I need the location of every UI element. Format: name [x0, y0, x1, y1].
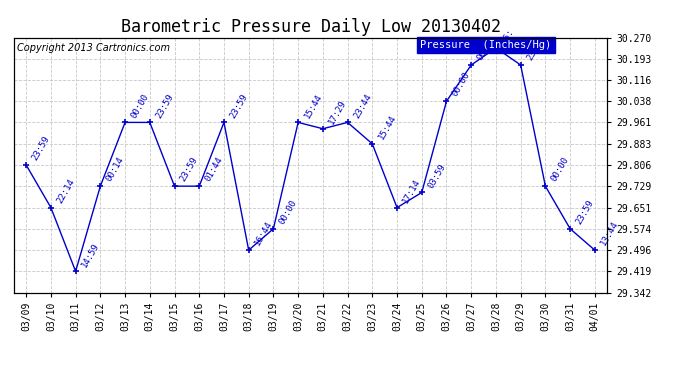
- Text: 16:: 16:: [500, 27, 516, 45]
- Text: 14:59: 14:59: [80, 241, 101, 268]
- Text: 23:59: 23:59: [525, 34, 546, 62]
- Text: 23:44: 23:44: [352, 92, 373, 120]
- Text: 23:59: 23:59: [154, 92, 175, 120]
- Text: 00:00: 00:00: [129, 92, 150, 120]
- Text: 23:59: 23:59: [228, 92, 249, 120]
- Text: 22:14: 22:14: [55, 177, 77, 205]
- Text: 00:00: 00:00: [451, 71, 472, 99]
- Text: 01:44: 01:44: [204, 156, 225, 183]
- Text: 17:29: 17:29: [327, 98, 348, 126]
- Text: 00:14: 00:14: [104, 156, 126, 183]
- Text: 17:14: 17:14: [401, 177, 422, 205]
- Text: Copyright 2013 Cartronics.com: Copyright 2013 Cartronics.com: [17, 43, 170, 52]
- Title: Barometric Pressure Daily Low 20130402: Barometric Pressure Daily Low 20130402: [121, 18, 500, 36]
- Text: 23:59: 23:59: [179, 156, 200, 183]
- Text: 00:00: 00:00: [549, 156, 571, 183]
- Text: 03:59: 03:59: [426, 162, 447, 190]
- Text: 16:44: 16:44: [253, 220, 274, 248]
- Text: 15:44: 15:44: [377, 113, 397, 141]
- Text: 00:00: 00:00: [277, 198, 299, 226]
- Text: 23:59: 23:59: [30, 135, 52, 162]
- Text: 23:59: 23:59: [574, 198, 595, 226]
- Text: 15:44: 15:44: [302, 92, 324, 120]
- Text: Pressure  (Inches/Hg): Pressure (Inches/Hg): [420, 40, 551, 50]
- Text: 00:00: 00:00: [475, 34, 497, 62]
- Text: 13:44: 13:44: [599, 220, 620, 248]
